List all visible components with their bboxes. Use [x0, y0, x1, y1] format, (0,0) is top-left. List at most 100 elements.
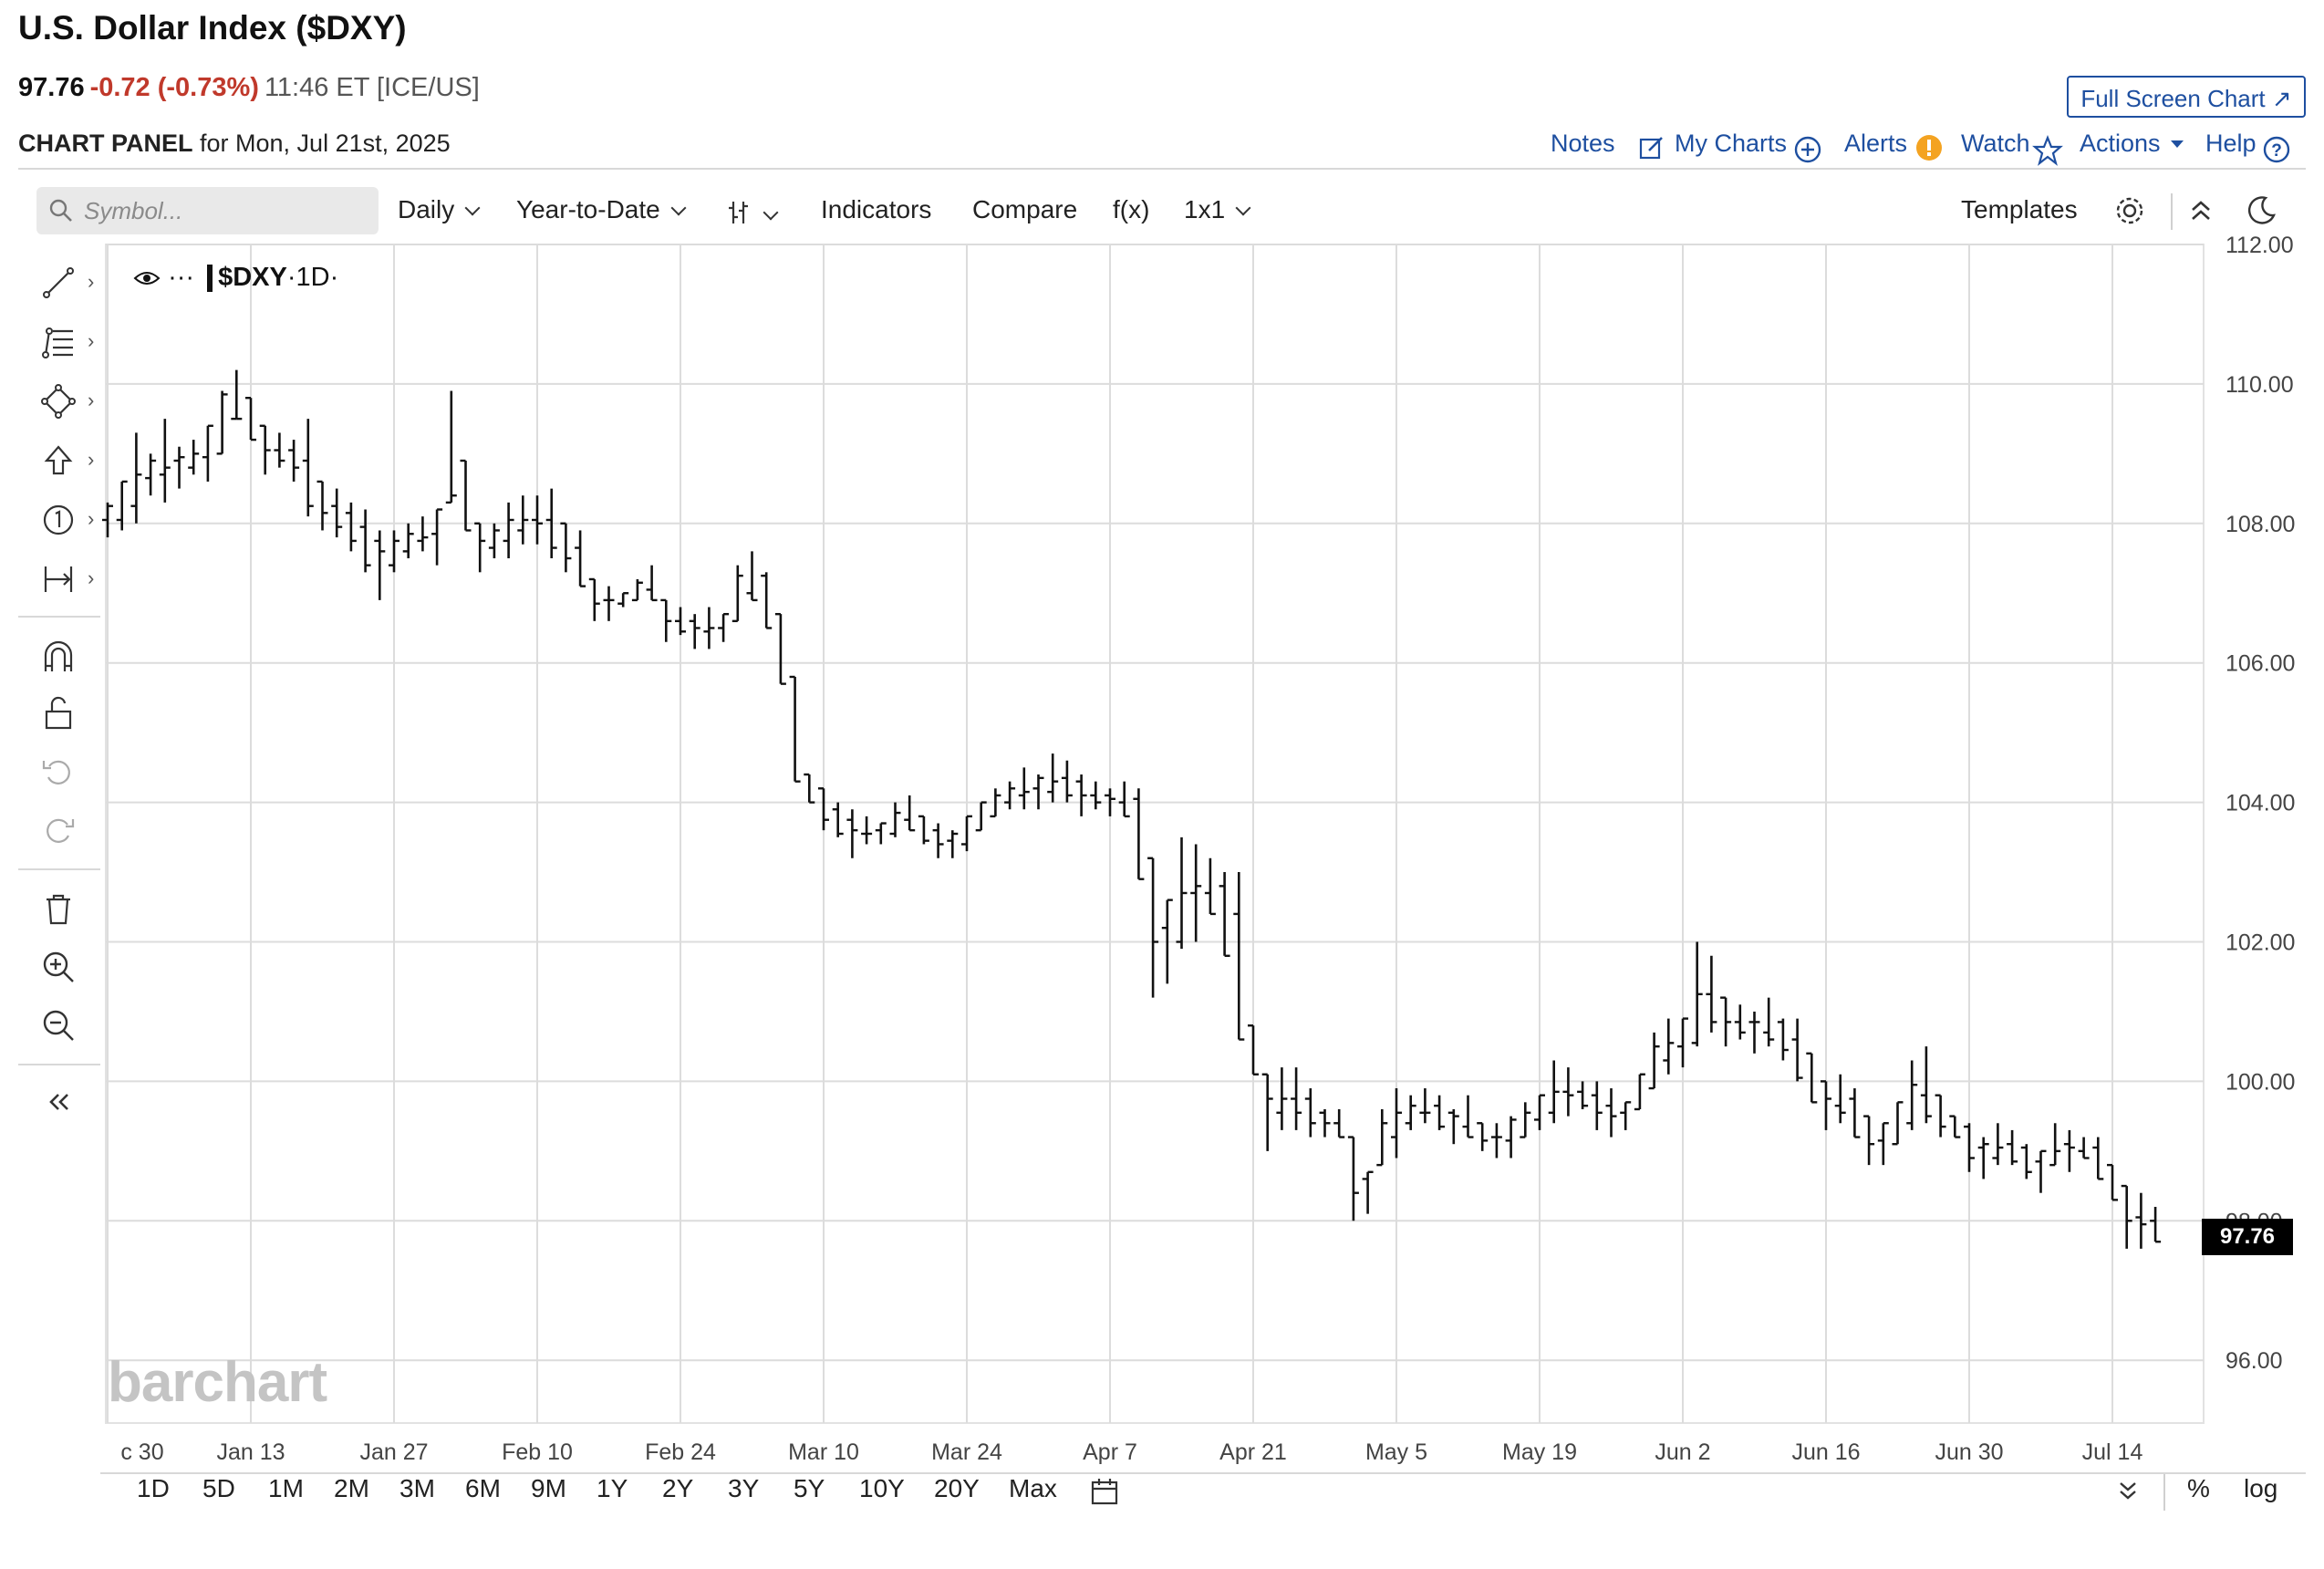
- ohlc-bar: [231, 369, 243, 421]
- trendline-tool-icon[interactable]: [40, 265, 77, 301]
- ohlc-bar: [861, 816, 873, 845]
- ohlc-bar: [1763, 997, 1775, 1047]
- quote-time: 11:46 ET [ICE/US]: [264, 73, 480, 102]
- x-tick-label: Jan 27: [359, 1439, 428, 1465]
- chevron-right-icon[interactable]: ›: [88, 507, 95, 530]
- actions-menu[interactable]: Actions: [2080, 130, 2184, 158]
- compare-button[interactable]: Compare: [972, 195, 1078, 223]
- chart-grid: [105, 244, 2205, 1424]
- ohlc-bar: [761, 572, 773, 629]
- notes-link[interactable]: Notes: [1551, 130, 1663, 163]
- ohlc-bar: [1376, 1108, 1388, 1167]
- ohlc-bar: [1462, 1095, 1474, 1138]
- ohlc-bar: [1291, 1067, 1302, 1130]
- percent-toggle[interactable]: %: [2187, 1474, 2210, 1502]
- chevron-right-icon[interactable]: ›: [88, 329, 95, 352]
- zoom-in-icon[interactable]: [40, 949, 77, 985]
- ohlc-bar: [975, 801, 987, 832]
- interval-dropdown[interactable]: Daily: [398, 195, 481, 224]
- ohlc-bar: [875, 822, 887, 845]
- range-button-3y[interactable]: 3Y: [728, 1474, 760, 1502]
- range-button-20y[interactable]: 20Y: [934, 1474, 980, 1502]
- fib-tool-icon[interactable]: [40, 324, 77, 360]
- alerts-link[interactable]: Alerts: [1844, 130, 1942, 163]
- range-button-5y[interactable]: 5Y: [794, 1474, 825, 1502]
- gear-icon[interactable]: [2112, 193, 2147, 228]
- range-button-max[interactable]: Max: [1009, 1474, 1057, 1502]
- ohlc-bar: [445, 390, 457, 504]
- chart-legend[interactable]: ··· $DXY·1D·: [133, 263, 338, 293]
- dark-mode-icon[interactable]: [2244, 193, 2278, 228]
- redo-icon[interactable]: [40, 812, 77, 848]
- x-tick-label: Mar 10: [788, 1439, 859, 1465]
- range-button-3m[interactable]: 3M: [399, 1474, 435, 1502]
- range-button-9m[interactable]: 9M: [531, 1474, 566, 1502]
- range-button-10y[interactable]: 10Y: [859, 1474, 905, 1502]
- templates-button[interactable]: Templates: [1961, 195, 2078, 223]
- help-link[interactable]: Help ?: [2205, 130, 2290, 165]
- trash-icon[interactable]: [40, 890, 77, 927]
- ohlc-bar: [1118, 781, 1130, 818]
- notes-label: Notes: [1551, 130, 1615, 157]
- x-tick-label: Feb 10: [502, 1439, 573, 1465]
- chart-panel-label: CHART PANEL: [18, 130, 193, 157]
- log-toggle[interactable]: log: [2244, 1474, 2278, 1502]
- ohlc-bar: [789, 675, 801, 783]
- symbol-search[interactable]: Symbol...: [36, 187, 379, 234]
- ohlc-bar: [1877, 1122, 1889, 1166]
- range-button-1y[interactable]: 1Y: [597, 1474, 628, 1502]
- chevron-right-icon[interactable]: ›: [88, 389, 95, 411]
- collapse-up-icon[interactable]: [2185, 195, 2216, 226]
- eye-icon[interactable]: [133, 269, 161, 287]
- collapse-left-icon[interactable]: [40, 1084, 77, 1120]
- y-tick-label: 110.00: [2225, 372, 2294, 398]
- more-icon[interactable]: ···: [168, 263, 195, 292]
- ohlc-bar: [2092, 1137, 2104, 1180]
- tools-divider: [18, 1064, 100, 1065]
- magnet-icon[interactable]: [40, 639, 77, 675]
- arrow-up-icon[interactable]: [40, 442, 77, 479]
- range-button-2y[interactable]: 2Y: [662, 1474, 694, 1502]
- ohlc-bar: [1233, 872, 1245, 1041]
- plus-circle-icon: [1794, 136, 1821, 163]
- ohlc-bar: [1447, 1108, 1459, 1145]
- calendar-icon[interactable]: [1089, 1476, 1120, 1507]
- undo-icon[interactable]: [40, 753, 77, 790]
- range-button-2m[interactable]: 2M: [334, 1474, 369, 1502]
- layout-dropdown[interactable]: 1x1: [1184, 195, 1251, 224]
- function-button[interactable]: f(x): [1113, 195, 1150, 223]
- ohlc-bar: [1677, 1017, 1688, 1068]
- my-charts-label: My Charts: [1675, 130, 1788, 157]
- range-dropdown[interactable]: Year-to-Date: [516, 195, 687, 224]
- watch-link[interactable]: Watch: [1961, 130, 2063, 167]
- chevron-right-icon[interactable]: ›: [88, 448, 95, 471]
- ohlc-bar: [173, 446, 185, 489]
- ohlc-bar: [2135, 1192, 2147, 1249]
- ohlc-bar: [1992, 1123, 2004, 1166]
- range-button-1m[interactable]: 1M: [268, 1474, 304, 1502]
- number-marker-icon[interactable]: [40, 502, 77, 538]
- indicators-button[interactable]: Indicators: [821, 195, 932, 223]
- full-screen-chart-button[interactable]: Full Screen Chart ↗: [2067, 76, 2306, 118]
- my-charts-link[interactable]: My Charts: [1675, 130, 1821, 165]
- chevron-right-icon[interactable]: ›: [88, 270, 95, 293]
- last-price: 97.76: [18, 73, 85, 102]
- zoom-out-icon[interactable]: [40, 1007, 77, 1044]
- shape-tool-icon[interactable]: [40, 383, 77, 420]
- measure-tool-icon[interactable]: [40, 561, 77, 597]
- chevron-right-icon[interactable]: ›: [88, 566, 95, 589]
- legend-interval: ·1D·: [286, 263, 339, 292]
- range-button-6m[interactable]: 6M: [465, 1474, 501, 1502]
- ohlc-bar: [1748, 1011, 1760, 1054]
- range-button-1d[interactable]: 1D: [137, 1474, 170, 1502]
- bar-type-dropdown[interactable]: [725, 195, 779, 229]
- range-button-5d[interactable]: 5D: [202, 1474, 235, 1502]
- unlock-icon[interactable]: [40, 695, 77, 732]
- ohlc-bar: [1720, 996, 1732, 1047]
- ohlc-bar: [1591, 1081, 1603, 1130]
- ohlc-bar: [631, 578, 643, 602]
- ohlc-bar: [603, 586, 615, 621]
- ohlc-bar: [1791, 1018, 1803, 1082]
- collapse-down-icon[interactable]: [2114, 1478, 2142, 1505]
